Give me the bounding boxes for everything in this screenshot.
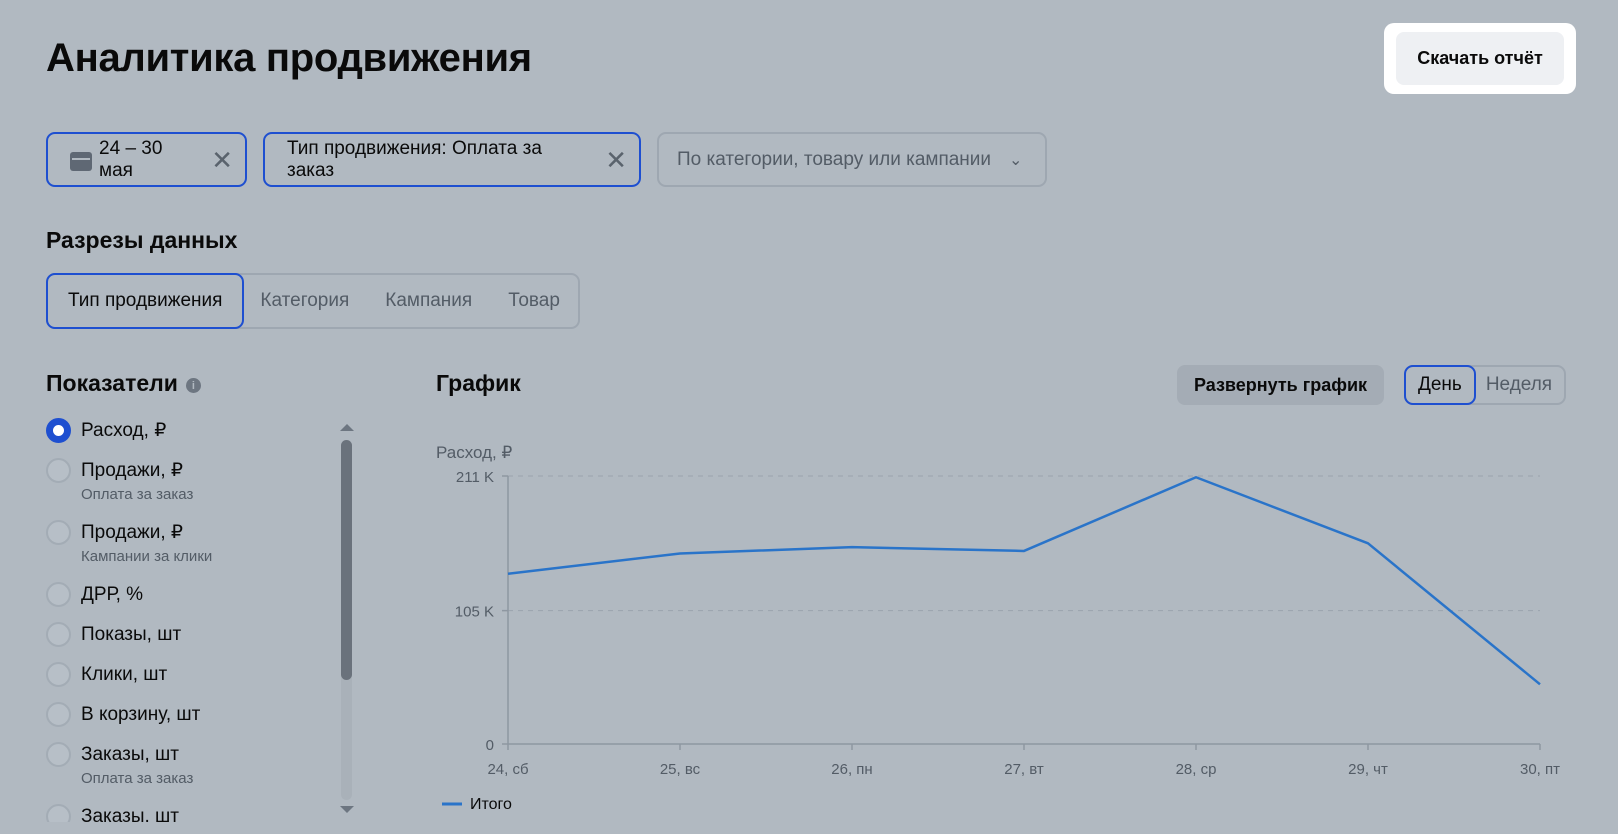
x-tick-label: 25, вс [660, 761, 701, 778]
metric-label: Продажи, ₽ [81, 522, 183, 543]
date-filter-chip[interactable]: 24 – 30 мая ✕ [46, 132, 247, 187]
radio[interactable] [46, 702, 71, 727]
period-week[interactable]: Неделя [1485, 374, 1553, 395]
clear-date-icon[interactable]: ✕ [211, 144, 233, 175]
chevron-down-icon: ⌄ [1009, 151, 1023, 169]
metric-item-spend[interactable]: Расход, ₽ [46, 418, 166, 443]
radio-checked[interactable] [46, 418, 71, 443]
expand-chart-button[interactable]: Развернуть график [1177, 365, 1384, 405]
metric-item-orders[interactable]: Заказы, шт [46, 804, 179, 822]
metric-sublabel: Оплата за заказ [81, 486, 194, 503]
scroll-up-icon[interactable] [340, 424, 354, 431]
y-ticks: 0 105 K 211 K [455, 469, 508, 754]
metric-item-clicks[interactable]: Клики, шт [46, 662, 167, 687]
x-ticks: 24, сб 25, вс 26, пн 27, вт 28, ср 29, чт 30, … [487, 744, 1560, 778]
slices-title: Разрезы данных [46, 227, 238, 253]
metric-label: Заказы, шт [81, 744, 179, 765]
scope-filter-placeholder: По категории, товару или кампании [677, 148, 992, 170]
metric-item-orders-order[interactable]: Заказы, шт Оплата за заказ [46, 742, 193, 787]
y-tick-label: 0 [486, 737, 494, 754]
metric-item-sales-order[interactable]: Продажи, ₽ Оплата за заказ [46, 458, 193, 503]
x-tick-label: 29, чт [1348, 761, 1388, 778]
scope-filter-dropdown[interactable]: По категории, товару или кампании ⌄ [657, 132, 1047, 187]
legend: Итого [442, 796, 512, 813]
info-icon[interactable]: i [185, 378, 201, 393]
metric-label: Продажи, ₽ [81, 460, 183, 481]
y-tick-label: 211 K [456, 469, 494, 486]
radio[interactable] [46, 458, 71, 483]
period-switch: День Неделя [1404, 365, 1567, 405]
download-report-button[interactable]: Скачать отчёт [1396, 32, 1564, 85]
metric-label: ДРР, % [81, 584, 144, 605]
radio[interactable] [46, 622, 71, 647]
radio[interactable] [46, 742, 71, 767]
legend-label: Итого [470, 796, 512, 813]
tab-promo-type[interactable]: Тип продвижения [46, 273, 245, 329]
radio[interactable] [46, 662, 71, 687]
metrics-scroll-thumb[interactable] [341, 440, 352, 680]
x-tick-label: 24, сб [487, 761, 528, 778]
tab-category[interactable]: Категория [260, 290, 350, 311]
metric-label: Расход, ₽ [81, 420, 167, 441]
chart-title: График [436, 370, 521, 396]
page-title: Аналитика продвижения [46, 36, 532, 80]
metric-item-sales-clicks[interactable]: Продажи, ₽ Кампании за клики [46, 520, 212, 565]
slices-tabs: Тип продвижения Категория Кампания Товар [46, 273, 580, 329]
metrics-title-label: Показатели [46, 370, 178, 396]
x-tick-label: 27, вт [1004, 761, 1044, 778]
series-line [507, 476, 1541, 686]
metric-sublabel: Оплата за заказ [81, 770, 194, 787]
promo-type-filter-label: Тип продвижения: Оплата за заказ [287, 137, 542, 181]
metric-label: В корзину, шт [81, 704, 201, 725]
metric-label: Показы, шт [81, 624, 182, 645]
download-report-panel: Скачать отчёт [1384, 23, 1576, 94]
tab-product[interactable]: Товар [508, 290, 560, 311]
metric-item-drr[interactable]: ДРР, % [46, 582, 143, 607]
metrics-list: Расход, ₽ Продажи, ₽ Оплата за заказ Про… [46, 412, 358, 822]
radio[interactable] [46, 804, 71, 822]
radio[interactable] [46, 582, 71, 607]
metric-item-cart[interactable]: В корзину, шт [46, 702, 200, 727]
y-tick-label: 105 K [455, 604, 494, 621]
metrics-title: Показатели i [46, 370, 201, 397]
radio[interactable] [46, 520, 71, 545]
grid-lines [508, 475, 1540, 612]
metric-sublabel: Кампании за клики [81, 548, 213, 565]
metric-label: Заказы, шт [81, 806, 179, 822]
filters-bar: 24 – 30 мая ✕ Тип продвижения: Оплата за… [46, 132, 1047, 187]
period-day[interactable]: День [1404, 365, 1476, 405]
x-tick-label: 28, ср [1176, 761, 1217, 778]
tab-campaign[interactable]: Кампания [385, 290, 473, 311]
date-filter-label: 24 – 30 мая [99, 137, 163, 181]
x-tick-label: 26, пн [831, 761, 872, 778]
line-chart: Расход, ₽ 0 105 K 211 K 24, сб 25, вс 26, пн… [436, 443, 1560, 813]
scroll-down-icon[interactable] [340, 806, 354, 813]
metric-item-impressions[interactable]: Показы, шт [46, 622, 181, 647]
promo-type-filter-chip[interactable]: Тип продвижения: Оплата за заказ ✕ [263, 132, 641, 187]
series-lines [507, 476, 1541, 686]
clear-promo-type-icon[interactable]: ✕ [605, 144, 627, 175]
metric-label: Клики, шт [81, 664, 168, 685]
x-tick-label: 30, пт [1520, 761, 1560, 778]
calendar-icon [70, 149, 93, 171]
y-axis-label: Расход, ₽ [436, 443, 512, 462]
